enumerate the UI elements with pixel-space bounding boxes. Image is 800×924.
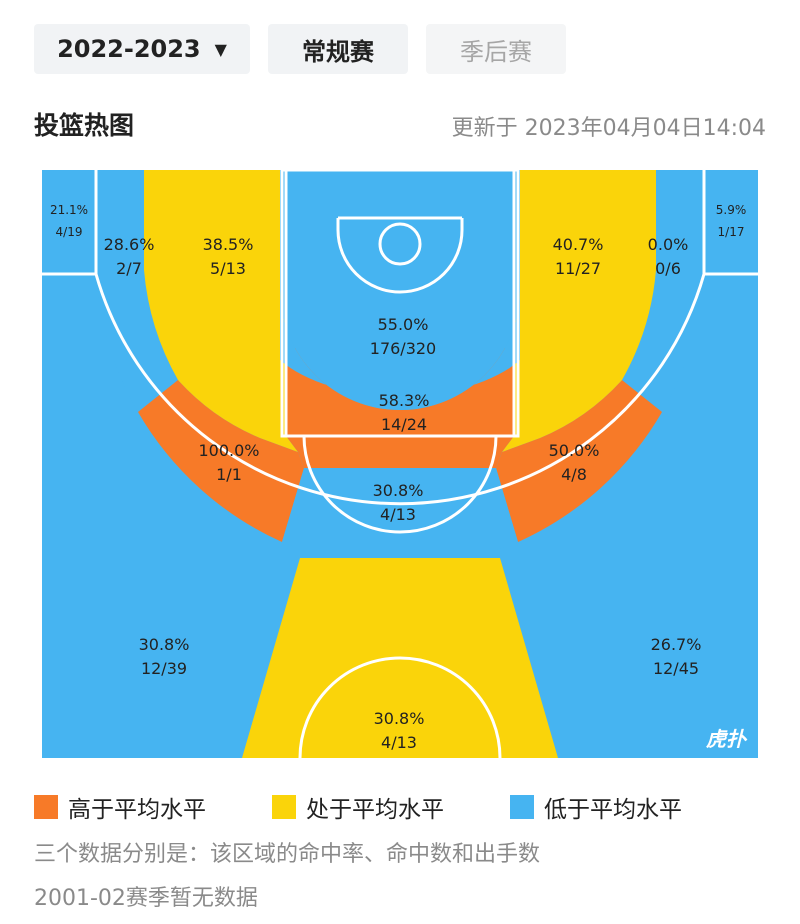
label-right-wing-top-made: 0/6 <box>655 259 681 278</box>
label-restricted-pct: 55.0% <box>378 315 429 334</box>
playoff-tab[interactable]: 季后赛 <box>426 24 566 74</box>
legend-below-label: 低于平均水平 <box>544 797 682 823</box>
label-left-long-mid-made: 5/13 <box>210 259 246 278</box>
label-left-corner-made: 4/19 <box>56 225 83 239</box>
legend-average-label: 处于平均水平 <box>306 797 444 823</box>
legend-above: 高于平均水平 <box>34 790 206 824</box>
legend-average: 处于平均水平 <box>272 790 444 824</box>
zone-labels: 21.1% 4/19 28.6% 2/7 38.5% 5/13 55.0% 17… <box>50 203 746 752</box>
zone-restricted-area <box>280 170 520 410</box>
label-left-long-mid-pct: 38.5% <box>203 235 254 254</box>
line-paint <box>280 170 520 438</box>
label-top-three-made: 4/13 <box>381 733 417 752</box>
label-right-elbow-made: 4/8 <box>561 465 587 484</box>
label-paint-mid-pct: 58.3% <box>379 391 430 410</box>
label-right-corner-pct: 5.9% <box>716 203 747 217</box>
zone-right-wing-top-three <box>622 170 704 412</box>
court-lines <box>42 170 758 534</box>
zone-left-long-mid <box>144 170 298 452</box>
line-free-throw-arc <box>302 435 498 534</box>
label-left-wing-three-made: 12/39 <box>141 659 187 678</box>
label-left-wing-three-pct: 30.8% <box>139 635 190 654</box>
label-top-three-pct: 30.8% <box>374 709 425 728</box>
caret-down-icon: ▼ <box>214 39 227 59</box>
zone-left-elbow-mid <box>138 380 304 542</box>
label-right-wing-three-made: 12/45 <box>653 659 699 678</box>
label-top-key-made: 4/13 <box>380 505 416 524</box>
legend-below-swatch <box>510 795 534 819</box>
legend-average-swatch <box>272 795 296 819</box>
label-right-wing-three-pct: 26.7% <box>651 635 702 654</box>
season-dropdown[interactable]: 2022-2023 ▼ <box>34 24 250 74</box>
update-timestamp: 更新于 2023年04月04日14:04 <box>451 116 766 141</box>
line-three-arc <box>94 273 706 506</box>
label-paint-mid-made: 14/24 <box>381 415 427 434</box>
label-right-corner-made: 1/17 <box>718 225 745 239</box>
zone-right-long-mid <box>502 170 656 452</box>
shot-chart: 21.1% 4/19 28.6% 2/7 38.5% 5/13 55.0% 17… <box>42 170 758 758</box>
zone-top-key-mid <box>282 468 518 565</box>
zone-left-corner-three <box>42 170 96 274</box>
regular-season-tab[interactable]: 常规赛 <box>268 24 408 74</box>
zone-right-elbow-mid <box>496 380 662 542</box>
legend-below: 低于平均水平 <box>510 790 682 824</box>
hupu-watermark: 虎扑 <box>706 727 748 751</box>
label-left-wing-top-made: 2/7 <box>116 259 142 278</box>
label-right-long-mid-pct: 40.7% <box>553 235 604 254</box>
line-halfcourt-circle <box>298 656 502 758</box>
label-left-corner-pct: 21.1% <box>50 203 88 217</box>
season-value: 2022-2023 <box>57 35 201 63</box>
explain-note: 三个数据分别是：该区域的命中率、命中数和出手数 <box>34 842 541 867</box>
legend-above-label: 高于平均水平 <box>68 797 206 823</box>
label-left-wing-top-pct: 28.6% <box>104 235 155 254</box>
label-right-wing-top-pct: 0.0% <box>648 235 689 254</box>
label-left-elbow-made: 1/1 <box>216 465 242 484</box>
zone-right-corner-three <box>704 170 758 274</box>
label-right-long-mid-made: 11/27 <box>555 259 601 278</box>
label-right-elbow-pct: 50.0% <box>549 441 600 460</box>
legend: 高于平均水平 处于平均水平 低于平均水平 <box>0 790 800 824</box>
label-left-elbow-pct: 100.0% <box>198 441 259 460</box>
missing-data-note: 2001-02赛季暂无数据 <box>34 886 258 911</box>
label-restricted-made: 176/320 <box>370 339 436 358</box>
label-top-key-pct: 30.8% <box>373 481 424 500</box>
line-rim <box>378 222 422 266</box>
section-title: 投篮热图 <box>34 111 135 140</box>
legend-above-swatch <box>34 795 58 819</box>
zone-left-wing-top-three <box>96 170 178 412</box>
line-restricted-arc <box>336 229 464 294</box>
